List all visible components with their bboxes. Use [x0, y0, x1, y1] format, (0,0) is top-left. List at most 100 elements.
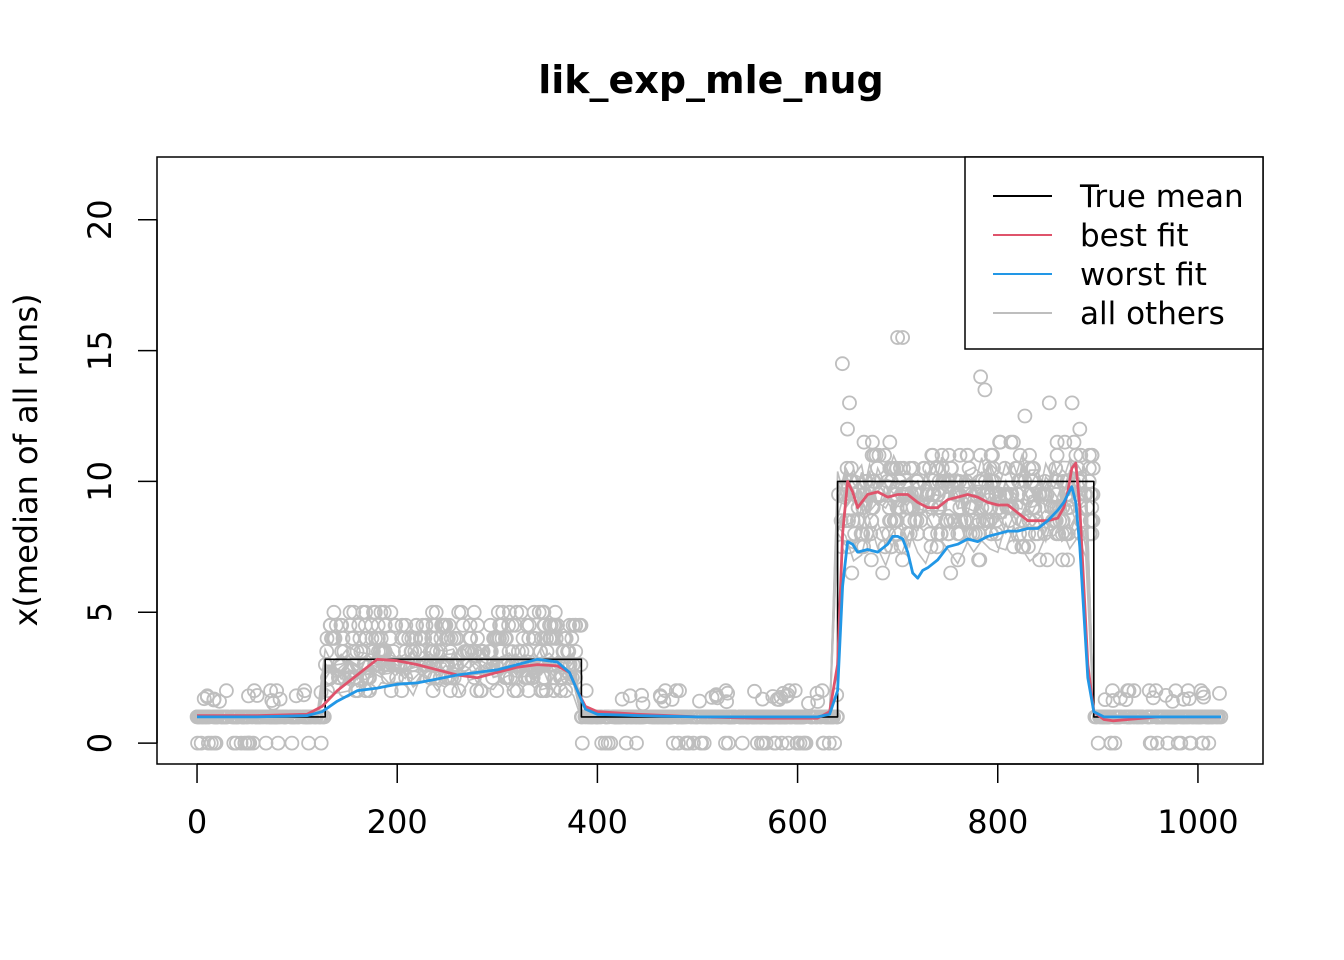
other-run-point — [489, 683, 505, 699]
other-run-point — [1118, 692, 1134, 708]
other-run-point — [233, 735, 249, 751]
other-run-point — [656, 693, 672, 709]
other-run-point — [513, 604, 529, 620]
best-fit-line — [197, 461, 1221, 723]
other-run-point — [801, 696, 816, 711]
other-run-point — [1183, 735, 1199, 751]
other-run-point — [562, 617, 577, 633]
other-run-point — [367, 604, 383, 620]
other-run-point — [358, 631, 374, 646]
other-run-point — [672, 683, 687, 699]
other-run-point — [1142, 735, 1158, 751]
other-run-point — [992, 434, 1007, 450]
other-run-point — [543, 617, 559, 633]
other-run-point — [1181, 691, 1197, 707]
other-run-point — [1022, 447, 1037, 463]
y-tick-label: 10 — [81, 461, 119, 502]
other-run-point — [206, 735, 222, 751]
other-run-point — [629, 735, 644, 751]
other-run-point — [324, 631, 340, 646]
x-tick-label: 600 — [767, 803, 828, 841]
other-run-point — [525, 670, 541, 686]
other-run-point — [664, 692, 680, 707]
other-run-point — [718, 735, 733, 751]
other-run-point — [1085, 460, 1101, 476]
other-run-point — [1195, 686, 1211, 701]
other-run-point — [614, 691, 630, 707]
other-run-point — [574, 735, 590, 751]
other-run-point — [856, 434, 872, 450]
other-run-point — [494, 617, 509, 633]
other-run-point — [809, 685, 825, 701]
other-run-point — [790, 735, 805, 751]
other-run-point — [1006, 539, 1022, 555]
other-run-point — [346, 670, 362, 686]
legend-label-true-mean: True mean — [1079, 179, 1244, 215]
other-run-point — [865, 500, 881, 516]
other-run-point — [427, 617, 443, 633]
other-run-point — [466, 604, 482, 620]
other-run-point — [917, 460, 932, 476]
other-run-point — [1037, 526, 1052, 542]
other-run-point — [1149, 735, 1165, 751]
other-run-point — [1039, 552, 1055, 568]
other-run-point — [1126, 683, 1142, 699]
other-run-point — [618, 735, 634, 751]
other-run-point — [396, 631, 412, 646]
other-run-point — [1194, 735, 1210, 751]
other-run-point — [870, 460, 885, 476]
other-run-point — [1039, 487, 1055, 502]
other-run-point — [1054, 526, 1070, 542]
other-run-point — [875, 565, 891, 581]
other-run-point — [681, 735, 696, 751]
other-run-point — [594, 735, 610, 751]
other-run-point — [933, 526, 949, 542]
other-run-point — [1103, 735, 1119, 751]
other-run-point — [1004, 487, 1020, 502]
other-run-point — [920, 487, 936, 502]
worst-fit-line — [197, 485, 1221, 719]
other-run-point — [1105, 683, 1120, 699]
other-run-point — [754, 735, 769, 751]
other-run-point — [572, 617, 587, 633]
other-run-point — [483, 644, 499, 659]
other-run-point — [941, 447, 957, 463]
other-run-point — [833, 513, 849, 529]
other-run-point — [875, 526, 891, 542]
other-run-point — [319, 670, 335, 686]
other-run-point — [796, 735, 811, 751]
other-run-point — [1090, 735, 1106, 751]
other-run-point — [383, 604, 399, 620]
other-run-point — [750, 735, 765, 751]
other-run-point — [200, 735, 216, 751]
other-run-point — [408, 631, 424, 646]
other-run-point — [501, 617, 517, 633]
other-run-point — [349, 644, 365, 659]
legend-label-worst-fit: worst fit — [1080, 257, 1207, 293]
other-run-point — [982, 513, 998, 529]
other-run-point — [1064, 395, 1080, 411]
other-run-point — [375, 644, 391, 659]
other-run-point — [816, 735, 832, 751]
other-run-point — [910, 526, 925, 542]
other-run-point — [463, 631, 479, 646]
other-run-point — [1201, 735, 1217, 751]
y-axis: 0 5 10 15 20 — [81, 199, 158, 753]
other-run-point — [841, 513, 856, 529]
x-tick-label: 400 — [567, 803, 628, 841]
other-run-point — [362, 670, 377, 686]
other-run-point — [827, 735, 842, 751]
other-run-point — [226, 735, 242, 751]
legend-label-all-others: all others — [1080, 296, 1225, 332]
other-run-point — [747, 683, 762, 699]
other-run-point — [473, 683, 489, 699]
y-tick-label: 5 — [81, 602, 119, 622]
other-run-point — [1055, 552, 1070, 568]
other-run-point — [342, 604, 358, 620]
other-run-point — [839, 460, 855, 476]
other-run-point — [863, 552, 879, 568]
other-run-point — [296, 687, 312, 703]
other-run-point — [514, 644, 530, 659]
other-run-point — [509, 604, 525, 620]
